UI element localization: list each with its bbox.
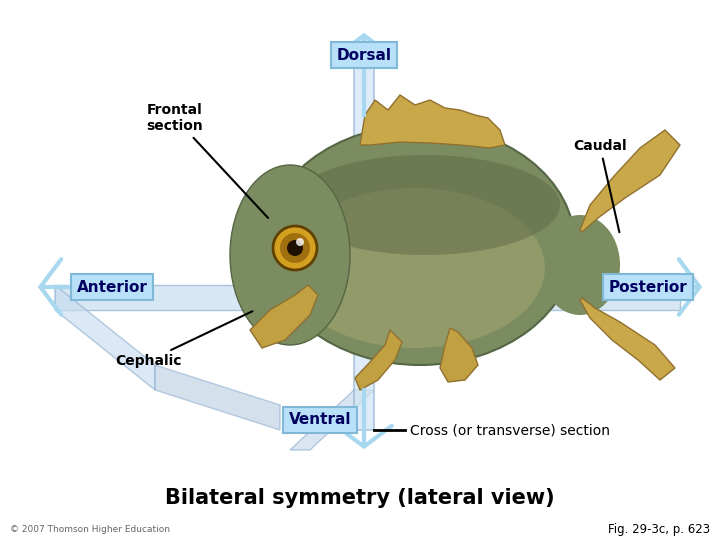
Text: © 2007 Thomson Higher Education: © 2007 Thomson Higher Education xyxy=(10,525,170,535)
Polygon shape xyxy=(55,285,680,310)
Circle shape xyxy=(287,240,303,256)
Polygon shape xyxy=(355,330,402,390)
Text: Cephalic: Cephalic xyxy=(114,311,253,368)
Text: Fig. 29-3c, p. 623: Fig. 29-3c, p. 623 xyxy=(608,523,710,537)
Text: Posterior: Posterior xyxy=(608,280,688,294)
Polygon shape xyxy=(354,60,374,430)
Text: Anterior: Anterior xyxy=(76,280,148,294)
Ellipse shape xyxy=(290,155,560,255)
Text: Ventral: Ventral xyxy=(289,413,351,428)
Polygon shape xyxy=(580,298,675,380)
Text: Cross (or transverse) section: Cross (or transverse) section xyxy=(410,423,610,437)
Text: Caudal: Caudal xyxy=(573,139,627,232)
Polygon shape xyxy=(55,285,155,390)
Polygon shape xyxy=(580,130,680,232)
Polygon shape xyxy=(155,365,280,430)
Polygon shape xyxy=(440,328,478,382)
Ellipse shape xyxy=(285,188,545,348)
Ellipse shape xyxy=(540,215,620,315)
Ellipse shape xyxy=(230,165,350,345)
Text: Frontal
section: Frontal section xyxy=(147,103,268,218)
Circle shape xyxy=(280,233,310,263)
Polygon shape xyxy=(290,390,374,450)
Ellipse shape xyxy=(265,125,575,365)
Text: Bilateral symmetry (lateral view): Bilateral symmetry (lateral view) xyxy=(165,488,555,508)
Polygon shape xyxy=(250,285,318,348)
Polygon shape xyxy=(360,95,505,148)
Text: Dorsal: Dorsal xyxy=(336,48,392,63)
Circle shape xyxy=(296,238,304,246)
Circle shape xyxy=(273,226,317,270)
